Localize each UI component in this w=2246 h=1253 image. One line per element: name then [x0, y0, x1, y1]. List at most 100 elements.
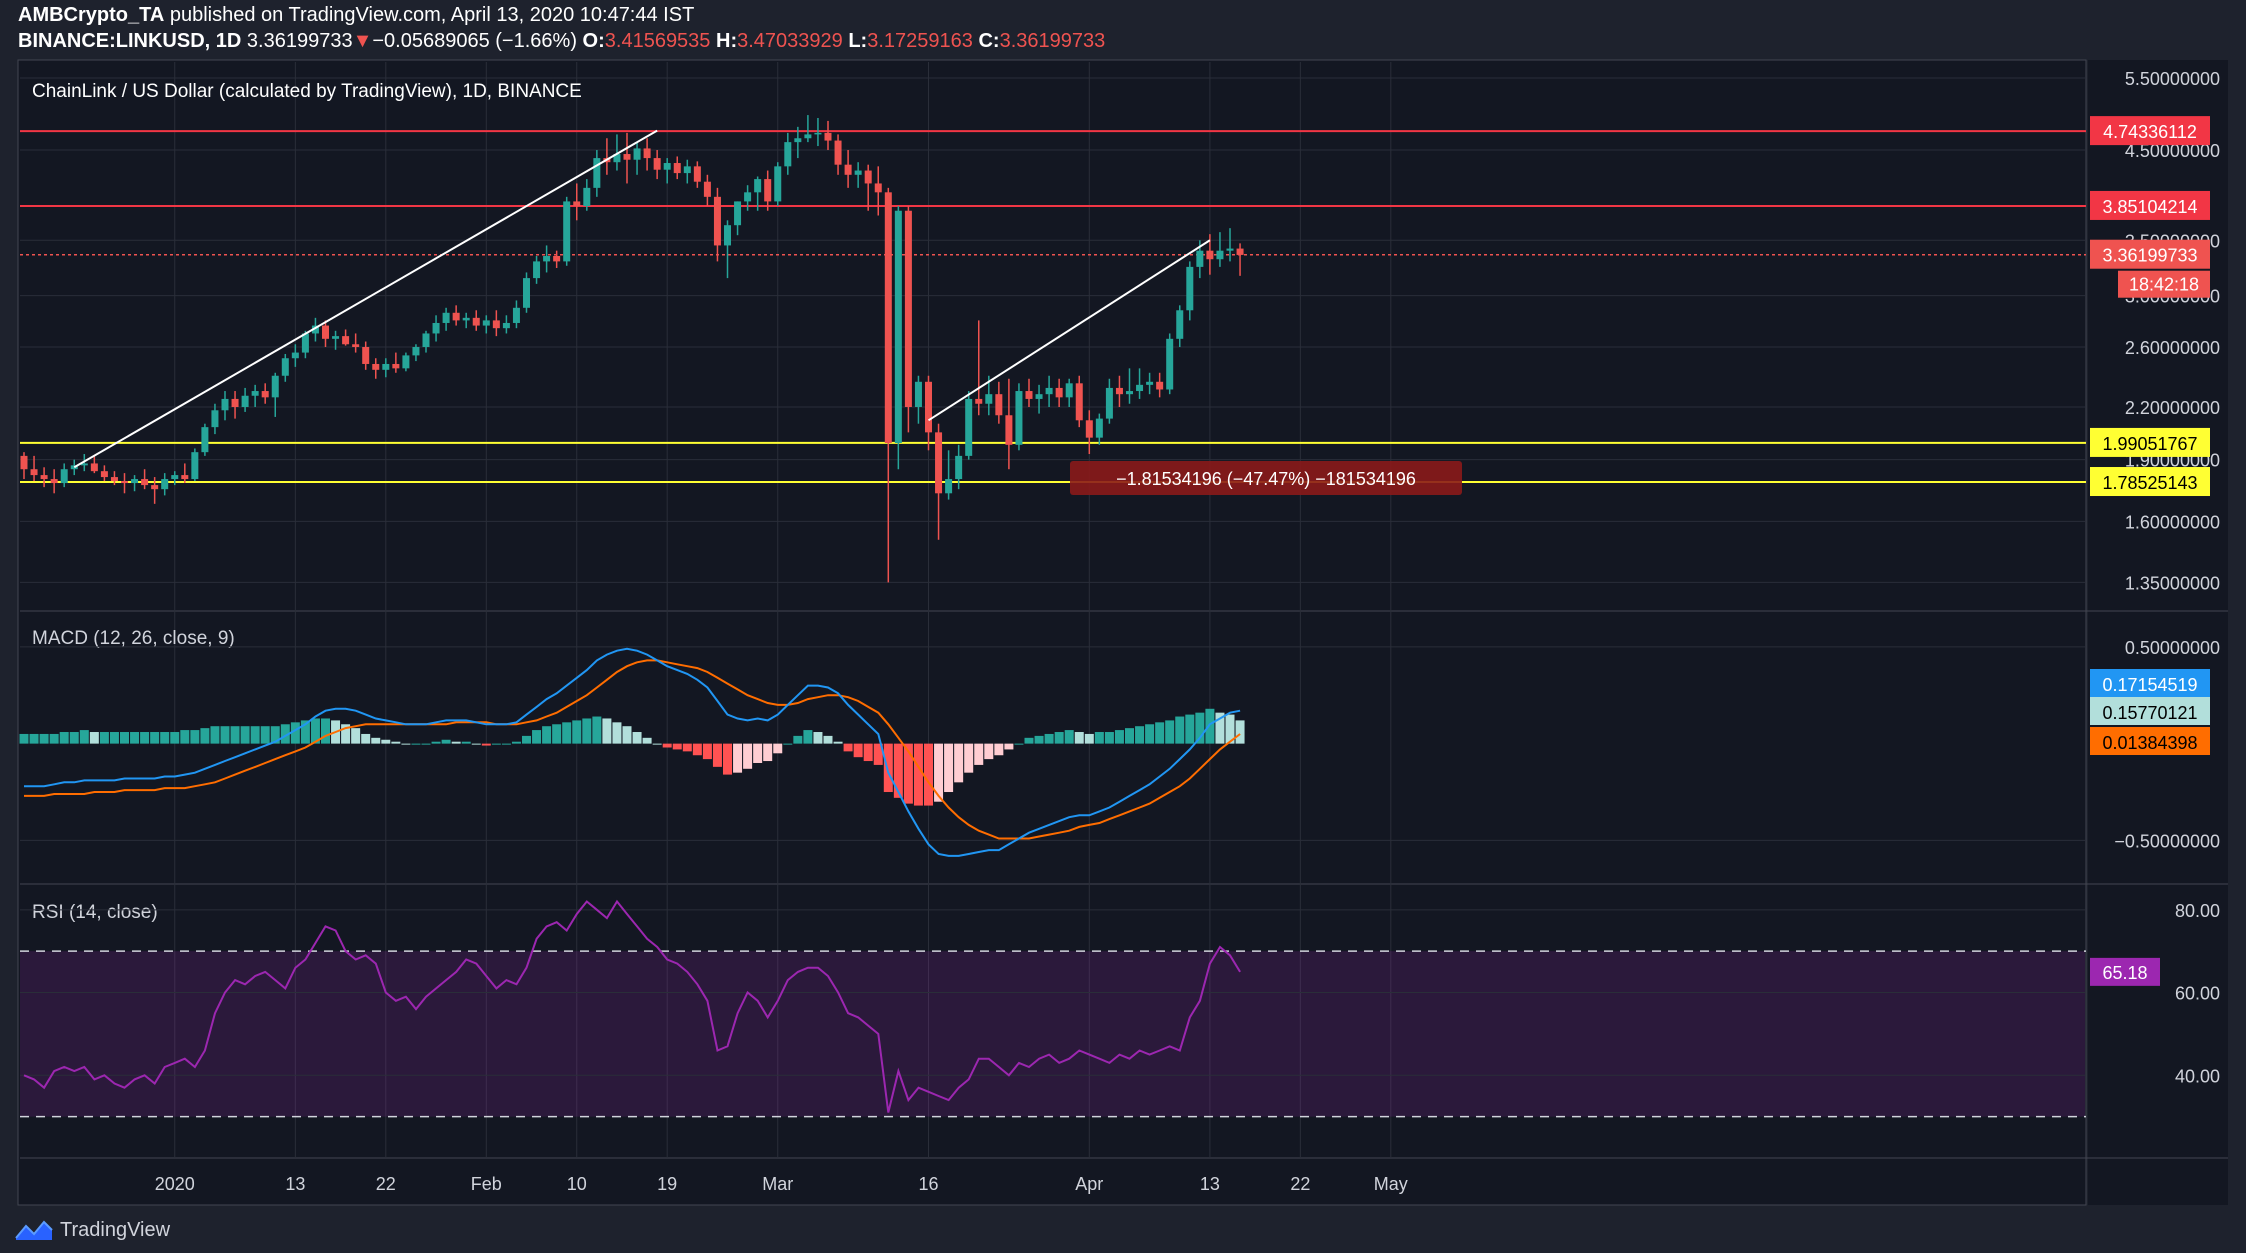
- macd-histogram-bar: [723, 743, 732, 775]
- low-label: L:: [848, 30, 868, 52]
- macd-signal-value: 0.15770121: [2102, 703, 2197, 723]
- macd-histogram-bar: [140, 732, 150, 744]
- candle-up: [754, 179, 762, 193]
- macd-histogram-bar: [954, 743, 964, 783]
- macd-histogram-bar: [401, 743, 411, 745]
- macd-title: MACD (12, 26, close, 9): [32, 628, 235, 649]
- macd-histogram-bar: [1094, 732, 1104, 744]
- candle-down: [492, 320, 500, 329]
- candle-up: [1045, 387, 1053, 395]
- macd-histogram-bar: [1185, 714, 1195, 744]
- macd-histogram-bar: [411, 743, 421, 745]
- macd-histogram-bar: [843, 743, 853, 752]
- candle-down: [342, 336, 350, 345]
- macd-histogram-bar: [1195, 712, 1205, 744]
- macd-histogram-bar: [743, 743, 753, 769]
- macd-histogram-bar: [552, 724, 562, 744]
- macd-histogram-bar: [994, 743, 1004, 756]
- open-label: O:: [582, 30, 605, 52]
- macd-histogram-bar: [290, 722, 300, 744]
- author-name[interactable]: AMBCrypto_TA: [18, 4, 165, 26]
- candle-up: [1035, 394, 1043, 399]
- candle-down: [1236, 248, 1244, 255]
- macd-histogram-bar: [1074, 732, 1084, 744]
- macd-histogram-bar: [471, 743, 481, 745]
- macd-histogram-bar: [230, 726, 240, 744]
- symbol-label[interactable]: BINANCE:LINKUSD, 1D: [18, 30, 242, 52]
- macd-histogram-bar: [753, 743, 763, 763]
- macd-histogram-bar: [441, 739, 451, 744]
- macd-histogram-bar: [913, 743, 923, 806]
- macd-histogram-bar: [562, 722, 572, 744]
- candle-down: [904, 210, 912, 407]
- macd-histogram-bar: [1044, 733, 1054, 744]
- macd-histogram-bar: [1225, 714, 1235, 744]
- macd-histogram-bar: [924, 743, 933, 806]
- macd-histogram-bar: [421, 743, 431, 745]
- candle-down: [1025, 391, 1033, 399]
- support-price-label: 1.78525143: [2102, 473, 2197, 493]
- candle-down: [40, 475, 48, 480]
- candle-down: [1115, 387, 1123, 395]
- macd-histogram-bar: [642, 737, 652, 744]
- candle-down: [1085, 420, 1093, 438]
- macd-histogram-bar: [49, 733, 59, 744]
- candle-up: [1146, 381, 1154, 385]
- high-label: H:: [716, 30, 738, 52]
- last-price: 3.36199733: [246, 30, 353, 52]
- trendline: [73, 129, 658, 469]
- support-price-tag: [2090, 427, 2210, 457]
- macd-histogram-bar: [572, 720, 582, 744]
- macd-histogram-bar: [39, 733, 49, 744]
- macd-histogram-bar: [532, 730, 542, 744]
- x-tick-label: 2020: [155, 1174, 195, 1194]
- candle-up: [291, 352, 299, 359]
- macd-histogram-bar: [29, 733, 39, 744]
- candle-down: [372, 363, 380, 370]
- candle-up: [191, 452, 199, 480]
- candle-up: [502, 322, 510, 329]
- macd-histogram-bar: [1104, 732, 1114, 744]
- low-value: 3.17259163: [867, 30, 973, 52]
- rsi-title: RSI (14, close): [32, 902, 158, 923]
- candle-up: [965, 398, 973, 456]
- x-tick-label: 10: [567, 1174, 587, 1194]
- candle-up: [1136, 384, 1144, 392]
- candle-up: [402, 355, 410, 369]
- candle-up: [1065, 383, 1073, 398]
- candle-down: [30, 469, 38, 476]
- macd-histogram-bar: [542, 726, 552, 744]
- macd-histogram-bar: [1054, 732, 1064, 744]
- candle-down: [181, 475, 189, 480]
- candle-down: [1005, 415, 1013, 445]
- macd-histogram-bar: [873, 743, 883, 765]
- macd-histogram-bar: [260, 726, 270, 744]
- macd-histogram-bar: [130, 732, 140, 744]
- macd-histogram-bar: [240, 726, 250, 744]
- candle-down: [573, 201, 581, 207]
- candle-down: [352, 344, 360, 348]
- candle-up: [724, 225, 731, 246]
- candle-down: [975, 398, 983, 404]
- candle-up: [201, 427, 209, 453]
- close-value: 3.36199733: [999, 30, 1106, 52]
- candle-up: [583, 187, 591, 207]
- macd-histogram-bar: [1014, 743, 1024, 745]
- publish-header: AMBCrypto_TA published on TradingView.co…: [18, 4, 694, 27]
- macd-histogram-bar: [150, 732, 160, 744]
- tradingview-branding[interactable]: TradingView: [14, 1218, 170, 1242]
- candle-up: [593, 158, 601, 188]
- macd-histogram-bar: [210, 726, 220, 744]
- rsi-value: 65.18: [2102, 963, 2147, 983]
- candle-down: [50, 479, 58, 484]
- candle-up: [543, 255, 551, 262]
- candle-up: [523, 278, 530, 308]
- published-info: published on TradingView.com, April 13, …: [169, 4, 695, 26]
- candle-down: [884, 192, 892, 444]
- macd-histogram-bar: [69, 732, 79, 744]
- macd-histogram-bar: [662, 743, 672, 748]
- macd-histogram-bar: [1024, 737, 1034, 744]
- candle-up: [241, 395, 249, 407]
- macd-histogram-bar: [984, 743, 994, 760]
